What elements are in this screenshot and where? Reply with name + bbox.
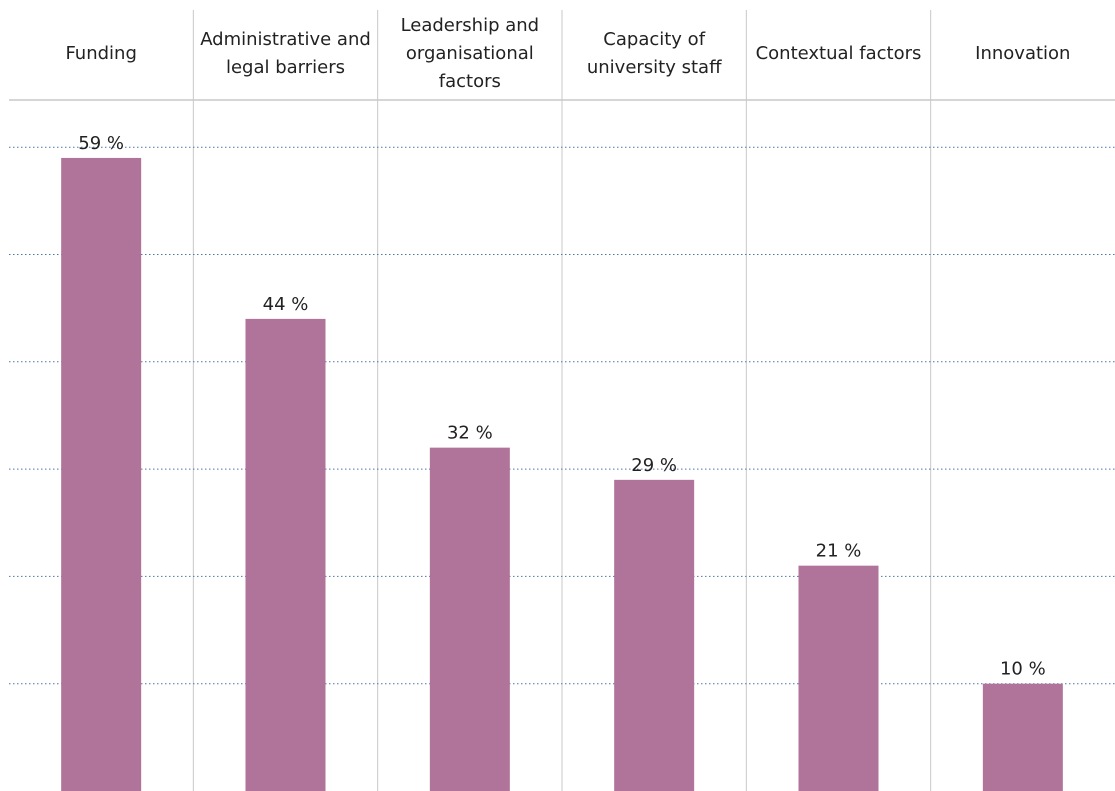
value-label: 21 % — [816, 541, 862, 562]
category-header: Funding — [65, 43, 137, 64]
value-label: 32 % — [447, 423, 493, 444]
value-label: 29 % — [631, 455, 677, 476]
bar — [61, 157, 142, 791]
category-header: Administrative and legal barriers — [200, 29, 371, 78]
category-header: Innovation — [975, 43, 1071, 64]
bar — [429, 447, 510, 791]
bar — [614, 479, 695, 791]
category-header: Contextual factors — [755, 43, 922, 64]
value-label: 59 % — [78, 133, 124, 154]
category-header: Capacity of university staff — [586, 29, 722, 78]
category-header: Leadership and organisational factors — [400, 15, 540, 92]
bar — [982, 683, 1063, 791]
bar — [245, 318, 326, 791]
value-label: 44 % — [263, 294, 309, 315]
bar — [798, 565, 879, 791]
value-label: 10 % — [1000, 659, 1046, 680]
